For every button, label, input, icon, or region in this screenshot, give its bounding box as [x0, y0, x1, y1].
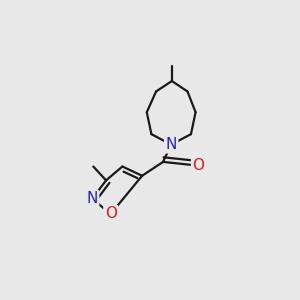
Text: N: N: [166, 137, 177, 152]
Text: O: O: [105, 206, 117, 221]
Text: O: O: [192, 158, 204, 173]
Text: N: N: [86, 191, 98, 206]
